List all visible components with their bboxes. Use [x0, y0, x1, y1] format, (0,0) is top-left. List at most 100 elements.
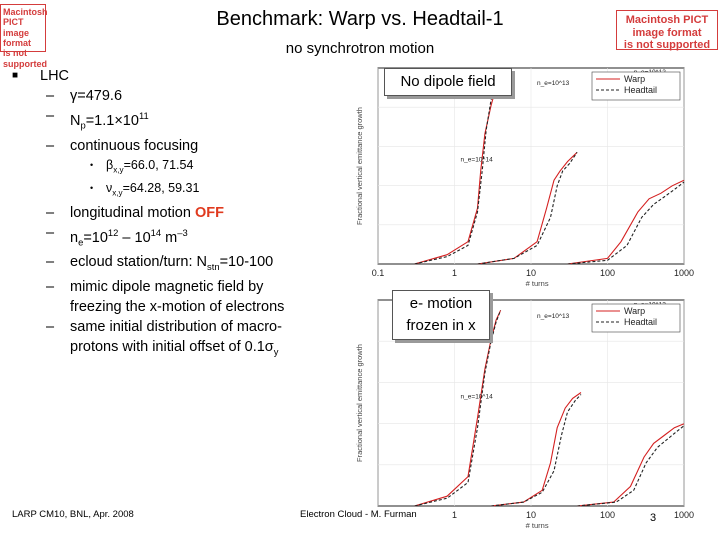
- dot-bullet-icon: •: [90, 159, 94, 170]
- headtail-series-line: [477, 151, 578, 265]
- same-line-1: same initial distribution of macro-: [70, 319, 282, 336]
- bullet-lhc: ■ LHC: [12, 66, 332, 86]
- x-tick-label: 100: [600, 510, 615, 520]
- bullet-text: LHC: [40, 68, 70, 84]
- dash-bullet-icon: –: [46, 204, 55, 221]
- plot-frozen-x: 1 10 100 1000 # turns Fractional vertical emi…: [355, 299, 694, 530]
- legend-label: Headtail: [624, 317, 657, 327]
- ecloud-val: =10-100: [219, 254, 274, 271]
- callout-line-1: e- motion: [409, 295, 473, 312]
- nu-val: =64.28, 59.31: [122, 181, 200, 196]
- headtail-series-line: [567, 181, 685, 265]
- dash-bullet-icon: –: [46, 254, 55, 271]
- plots-area: 0.1 1 10 100 1000 # turns Fractional vertical …: [355, 67, 694, 530]
- pict-line: Macintosh PICT: [625, 14, 709, 26]
- footer-center: Electron Cloud - M. Furman: [300, 509, 417, 520]
- dash-bullet-icon: –: [46, 279, 55, 296]
- ecloud-sub: stn: [207, 261, 220, 273]
- legend-box: [591, 71, 681, 101]
- ne-sup3: –3: [177, 226, 188, 238]
- x-tick-label: 10: [526, 268, 536, 278]
- density-annotation: n_e=10^14: [461, 157, 494, 164]
- ne-eq: =10: [83, 229, 108, 246]
- mimic-line-2: freezing the x-motion of electrons: [70, 299, 285, 316]
- bullet-beta: • βx,y=66.0, 71.54: [12, 156, 332, 180]
- callout-text: No dipole field: [400, 73, 496, 90]
- np-sup: 11: [138, 110, 149, 121]
- callout-frozen: e- motion frozen in x: [392, 290, 490, 340]
- bullet-continuous: – continuous focusing: [12, 136, 332, 156]
- square-bullet-icon: ■: [12, 70, 19, 81]
- footer-left: LARP CM10, BNL, Apr. 2008: [12, 509, 134, 520]
- beta-val: =66.0, 71.54: [123, 157, 194, 172]
- dash-bullet-icon: –: [46, 88, 55, 104]
- bullet-text: γ=479.6: [70, 88, 123, 104]
- bullet-gamma: – γ=479.6: [12, 86, 332, 106]
- bullet-mimic: – mimic dipole magnetic field by freezin…: [12, 277, 332, 317]
- legend-box: [591, 303, 681, 333]
- same-line-2: protons with initial offset of 0.1σy: [70, 337, 332, 362]
- ne-sup2: 14: [150, 226, 162, 238]
- dot-bullet-icon: •: [90, 183, 94, 194]
- same-sub: y: [273, 346, 279, 358]
- x-tick-label: 1: [452, 510, 457, 520]
- x-tick-label: 100: [600, 268, 615, 278]
- bullet-ecloud: – ecloud station/turn: Nstn=10-100: [12, 252, 332, 277]
- legend-label: Headtail: [624, 85, 657, 95]
- dash-bullet-icon: –: [46, 319, 55, 336]
- x-axis-label: # turns: [526, 279, 549, 288]
- page-number: 3: [650, 512, 657, 524]
- beta-sub: x,y: [113, 165, 124, 175]
- pict-line: image format: [632, 26, 702, 39]
- slide-subtitle: no synchrotron motion: [285, 40, 435, 57]
- headtail-series-line: [490, 394, 582, 507]
- ne-unit: m: [161, 229, 178, 246]
- pict-placeholder-right: Macintosh PICT image format is not suppo…: [616, 10, 718, 52]
- x-axis-label: # turns: [526, 521, 549, 530]
- bullet-text: continuous focusing: [70, 137, 199, 154]
- legend-label: Warp: [624, 306, 645, 316]
- ne-prefix: n: [70, 229, 79, 246]
- density-annotation: n_e=10^14: [461, 393, 494, 400]
- dash-bullet-icon: –: [46, 108, 55, 124]
- warp-series-line: [577, 423, 685, 507]
- mimic-line-1: mimic dipole magnetic field by: [70, 279, 264, 296]
- headtail-series-line: [577, 425, 685, 507]
- y-axis-label: Fractional vertical emittance growth: [355, 107, 364, 225]
- bullet-nu: • νx,y=64.28, 59.31: [12, 179, 332, 203]
- bullet-list: ■ LHC – γ=479.6 – Np=1.1×1011 – continuo…: [12, 66, 332, 362]
- x-tick-label: 1000: [674, 268, 694, 278]
- pict-placeholder-left: Macintosh PICT image format is not suppo…: [0, 4, 48, 69]
- callout-no-dipole: No dipole field: [384, 68, 512, 96]
- x-tick-label: 1: [452, 268, 457, 278]
- pict-line: Macintosh PICT: [3, 7, 48, 28]
- slide-title: Benchmark: Warp vs. Headtail-1: [216, 8, 504, 30]
- off-label: OFF: [194, 204, 224, 221]
- headtail-series-line: [414, 310, 502, 507]
- x-tick-label: 10: [526, 510, 536, 520]
- np-prefix: N: [70, 112, 81, 129]
- plot-no-dipole: 0.1 1 10 100 1000 # turns Fractional vertical …: [355, 67, 694, 288]
- bullet-same: – same initial distribution of macro- pr…: [12, 317, 332, 362]
- x-tick-label: 1000: [674, 510, 694, 520]
- np-sub: p: [80, 119, 86, 131]
- dash-bullet-icon: –: [46, 137, 55, 154]
- pict-line: is not supported: [623, 39, 711, 52]
- ne-dash: – 10: [118, 229, 151, 246]
- legend-label: Warp: [624, 74, 645, 84]
- density-annotation: n_e=10^13: [537, 80, 570, 87]
- bullet-text: longitudinal motion: [70, 204, 195, 221]
- x-tick-label: 0.1: [372, 268, 385, 278]
- y-axis-label: Fractional vertical emittance growth: [355, 344, 364, 462]
- same-line-2-text: protons with initial offset of 0.1σ: [70, 339, 274, 356]
- bullet-np: – Np=1.1×1011: [12, 106, 332, 136]
- ne-sup1: 12: [107, 226, 119, 238]
- dash-bullet-icon: –: [46, 224, 55, 241]
- np-mid: =1.1×10: [85, 112, 139, 129]
- pict-line: image format: [3, 27, 32, 49]
- warp-series-line: [567, 179, 685, 265]
- callout-line-2: frozen in x: [406, 317, 476, 334]
- ne-sub: e: [78, 236, 84, 248]
- bullet-ne: – ne=1012 – 1014 m–3: [12, 223, 332, 253]
- bullet-longitudinal: – longitudinal motion OFF: [12, 203, 332, 223]
